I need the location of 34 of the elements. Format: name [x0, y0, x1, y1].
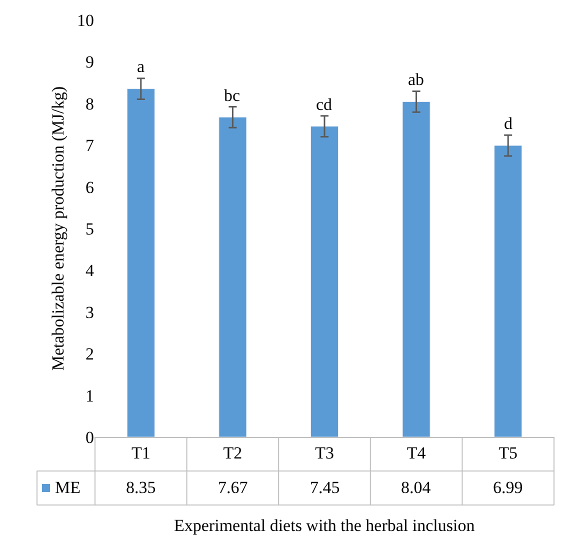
data-label: 7.45 [310, 478, 340, 497]
bar [402, 101, 430, 437]
legend-label: ME [55, 478, 80, 497]
annotation: bc [224, 86, 240, 105]
annotation: ab [408, 70, 424, 89]
y-tick-label: 2 [86, 344, 94, 364]
y-tick-label: 8 [86, 94, 94, 114]
bar [494, 145, 522, 437]
annotation: d [504, 114, 513, 133]
y-tick-label: 9 [86, 52, 94, 72]
y-tick-label: 4 [86, 261, 94, 280]
bar [126, 88, 155, 437]
data-label: 7.67 [218, 478, 248, 497]
x-tick-label: T5 [498, 443, 518, 462]
x-axis-title: Experimental diets with the herbal inclusion [174, 516, 476, 535]
x-tick-label: T3 [315, 443, 334, 462]
y-tick-label: 7 [86, 136, 94, 156]
annotation: a [137, 57, 145, 76]
y-axis-title: Metabolizable energy production (MJ/kg) [48, 86, 68, 371]
x-tick-label: T1 [131, 443, 150, 462]
annotation: cd [316, 95, 333, 114]
bar [310, 126, 339, 437]
y-tick-label: 6 [86, 178, 94, 197]
data-label: 8.04 [401, 478, 432, 497]
y-tick-label: 0 [86, 428, 94, 447]
x-tick-label: T4 [406, 443, 426, 462]
y-tick-label: 5 [86, 219, 94, 238]
x-tick-label: T2 [223, 443, 242, 462]
bar [218, 116, 247, 437]
y-tick-label: 1 [86, 386, 94, 406]
data-label: 6.99 [493, 478, 523, 497]
y-tick-label: 10 [77, 10, 94, 30]
data-label: 8.35 [126, 478, 156, 497]
y-tick-label: 3 [86, 302, 94, 322]
